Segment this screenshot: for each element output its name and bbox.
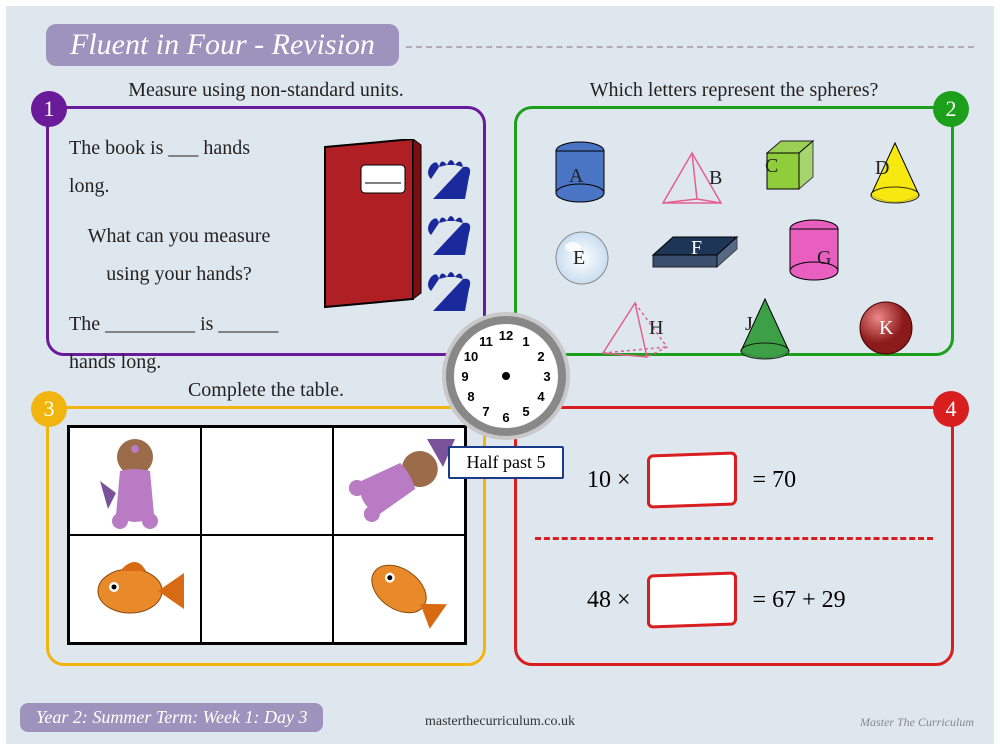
equation-2: 48 × = 67 + 29 [587, 573, 846, 627]
panel-4: 4 10 × = 70 48 × = 67 + 29 [514, 406, 954, 666]
svg-text:6: 6 [502, 410, 509, 425]
shape-label-b: B [709, 167, 722, 190]
svg-text:10: 10 [464, 349, 478, 364]
svg-text:3: 3 [543, 369, 550, 384]
hands-icon [425, 159, 475, 329]
shape-label-d: D [875, 157, 889, 180]
svg-text:7: 7 [482, 404, 489, 419]
p1-line2: What can you measure [69, 217, 289, 255]
shape-label-g: G [817, 247, 831, 270]
shape-label-j: J [745, 313, 753, 336]
panel-3: Complete the table. 3 [46, 406, 486, 666]
shape-label-h: H [649, 317, 663, 340]
panel-4-badge: 4 [933, 391, 969, 427]
logo-text: Master The Curriculum [860, 715, 974, 730]
shape-label-k: K [879, 317, 893, 340]
svg-text:9: 9 [461, 369, 468, 384]
shape-label-a: A [569, 165, 583, 188]
panel-1-badge: 1 [31, 91, 67, 127]
cell-fish-1 [69, 535, 201, 643]
footer-url: masterthecurriculum.co.uk [6, 714, 994, 730]
p1-line4: The _________ is ______ hands long. [69, 305, 289, 381]
answer-box-1[interactable] [647, 451, 737, 508]
page-title: Fluent in Four - Revision [46, 24, 399, 66]
svg-text:12: 12 [499, 328, 513, 343]
eq2-right: = 67 + 29 [753, 587, 846, 614]
answer-box-2[interactable] [647, 571, 737, 628]
clock-label: Half past 5 [448, 446, 564, 479]
svg-text:8: 8 [467, 389, 474, 404]
table-grid [67, 425, 467, 645]
clock-icon: 1212 345 678 91011 [446, 316, 566, 436]
book-icon [313, 139, 423, 309]
panel-3-title: Complete the table. [49, 379, 483, 402]
svg-text:5: 5 [522, 404, 529, 419]
panel-1: Measure using non-standard units. 1 The … [46, 106, 486, 356]
shape-label-e: E [573, 247, 585, 270]
svg-text:2: 2 [537, 349, 544, 364]
svg-text:11: 11 [479, 334, 493, 349]
panel-1-title: Measure using non-standard units. [49, 79, 483, 102]
shape-label-c: C [765, 155, 778, 178]
shapes-area: A B C D E F G H J K [517, 109, 951, 353]
p1-line3: using your hands? [69, 255, 289, 293]
shape-g [787, 219, 841, 288]
eq1-right: = 70 [753, 467, 797, 494]
shape-label-f: F [691, 237, 702, 260]
eq1-left: 10 × [587, 467, 631, 494]
p1-line1: The book is ___ hands long. [69, 129, 289, 205]
panel-2: Which letters represent the spheres? 2 A… [514, 106, 954, 356]
cell-baby-1 [69, 427, 201, 535]
svg-text:1: 1 [522, 334, 529, 349]
equation-1: 10 × = 70 [587, 453, 796, 507]
panel-2-title: Which letters represent the spheres? [517, 79, 951, 102]
cell-baby-2 [333, 427, 465, 535]
dash-rule [406, 46, 974, 48]
divider-dashed [535, 537, 933, 540]
svg-text:4: 4 [537, 389, 545, 404]
eq2-left: 48 × [587, 587, 631, 614]
cell-fish-2 [333, 535, 465, 643]
panel-3-badge: 3 [31, 391, 67, 427]
